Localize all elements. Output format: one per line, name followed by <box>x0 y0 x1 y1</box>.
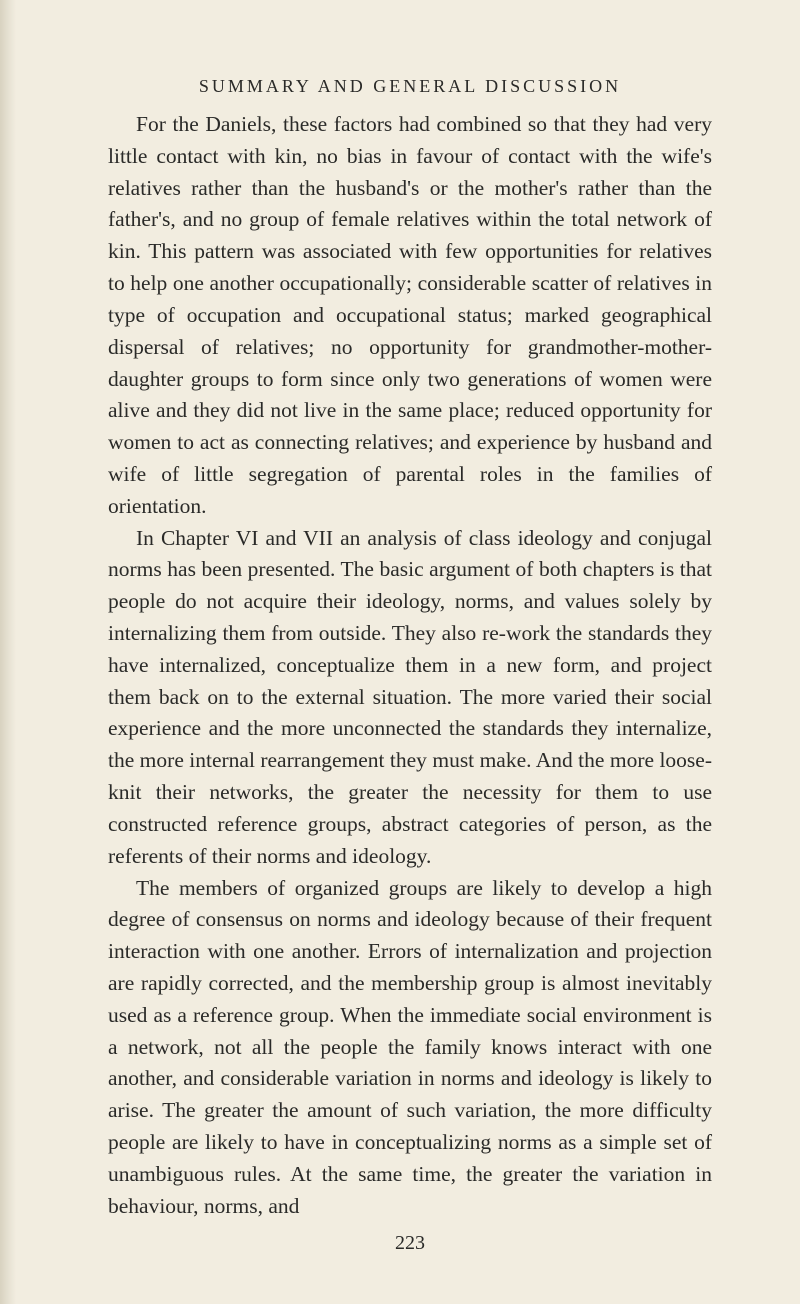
paragraph-1: For the Daniels, these factors had combi… <box>108 109 712 523</box>
page-header: SUMMARY AND GENERAL DISCUSSION <box>108 76 712 97</box>
paragraph-3: The members of organized groups are like… <box>108 873 712 1223</box>
page-number: 223 <box>108 1232 712 1255</box>
paragraph-2: In Chapter VI and VII an analysis of cla… <box>108 523 712 873</box>
page-binding-edge <box>0 0 16 1304</box>
page-container: SUMMARY AND GENERAL DISCUSSION For the D… <box>0 0 800 1304</box>
header-text: SUMMARY AND GENERAL DISCUSSION <box>199 76 621 96</box>
body-text: For the Daniels, these factors had combi… <box>108 109 712 1222</box>
